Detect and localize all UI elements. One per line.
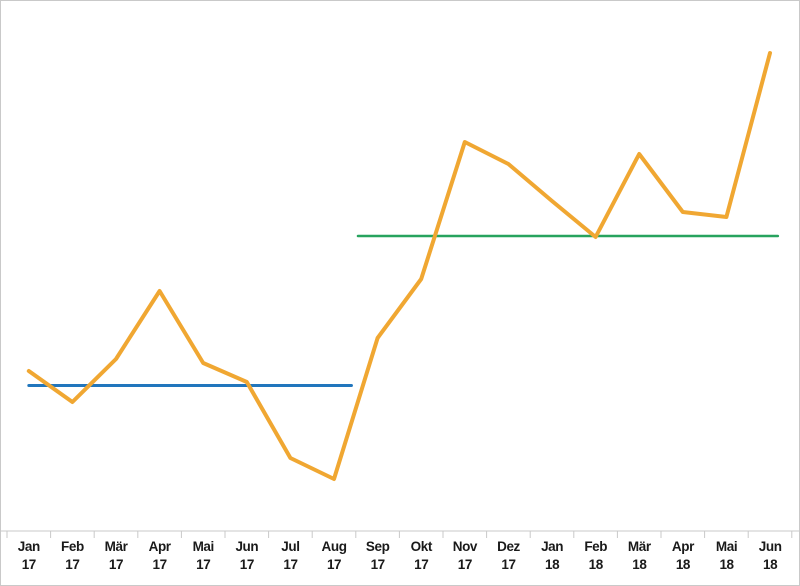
x-axis-label: Feb 17 [51,538,95,574]
x-axis-label-year: 17 [108,557,124,572]
x-axis-label-month: Jan [541,539,564,554]
x-axis-label-month: Mär [627,539,651,554]
x-axis-label-year: 18 [545,557,560,572]
x-axis-label-year: 18 [763,557,778,572]
x-axis-label-year: 18 [632,557,647,572]
x-axis-label-month: Apr [671,539,694,554]
x-axis-label: Apr 17 [138,538,182,574]
x-axis-label-month: Jun [758,539,782,554]
x-axis-label-year: 18 [719,557,734,572]
chart-plot-area [1,51,799,538]
x-axis-label-month: Jan [17,539,40,554]
x-axis-label-year: 17 [414,557,429,572]
x-axis-label-month: Mai [192,539,215,554]
x-axis-label-year: 18 [588,557,604,572]
x-axis-label-month: Sep [365,539,390,554]
x-axis-label: Mai 18 [705,538,749,574]
x-axis-ticks [6,531,793,538]
x-axis-label-year: 17 [239,557,255,572]
x-axis-label-year: 17 [283,557,298,572]
x-axis-labels: Jan 17 Feb 17 Mär 17 Apr 17 Mai 17 Jun 1… [7,538,792,574]
x-axis-label: Dez 17 [487,538,531,574]
x-axis-label: Apr 18 [661,538,705,574]
x-axis-label-month: Jul [281,539,300,554]
x-axis-label: Jul 17 [269,538,313,574]
x-axis-label: Jan 17 [7,538,51,574]
x-axis-label-month: Aug [321,539,347,554]
x-axis-label: Nov 17 [443,538,487,574]
x-axis-label-year: 17 [370,557,386,572]
x-axis-label-year: 17 [65,557,80,572]
x-axis-label: Jan 18 [530,538,574,574]
x-axis-label-month: Mär [104,539,128,554]
x-axis-label-month: Mai [715,539,738,554]
x-axis-label-month: Feb [61,539,84,554]
x-axis-label-month: Dez [497,539,520,554]
reference-lines [27,234,780,387]
x-axis-label: Mär 17 [94,538,138,574]
x-axis-label: Mai 17 [181,538,225,574]
x-axis-label-month: Feb [584,539,608,554]
x-axis-label: Mär 18 [618,538,662,574]
series-line-monthly-values [26,51,772,481]
x-axis-label-year: 17 [326,557,342,572]
x-axis-label-year: 18 [675,557,691,572]
x-axis-label-year: 17 [501,557,516,572]
x-axis-label-year: 17 [152,557,168,572]
x-axis-label-month: Okt [410,539,433,554]
x-axis-label-year: 17 [196,557,211,572]
x-axis-label-year: 17 [21,557,37,572]
x-axis-label: Feb 18 [574,538,618,574]
x-axis-label: Jun 17 [225,538,269,574]
x-axis-label-month: Nov [452,539,478,554]
data-series-lines [26,51,772,481]
x-axis-label: Okt 17 [399,538,443,574]
x-axis-label-month: Apr [148,539,171,554]
x-axis-label-year: 17 [457,557,473,572]
x-axis-label: Jun 18 [748,538,792,574]
x-axis-label-month: Jun [235,539,259,554]
x-axis-label: Sep 17 [356,538,400,574]
x-axis-label: Aug 17 [312,538,356,574]
